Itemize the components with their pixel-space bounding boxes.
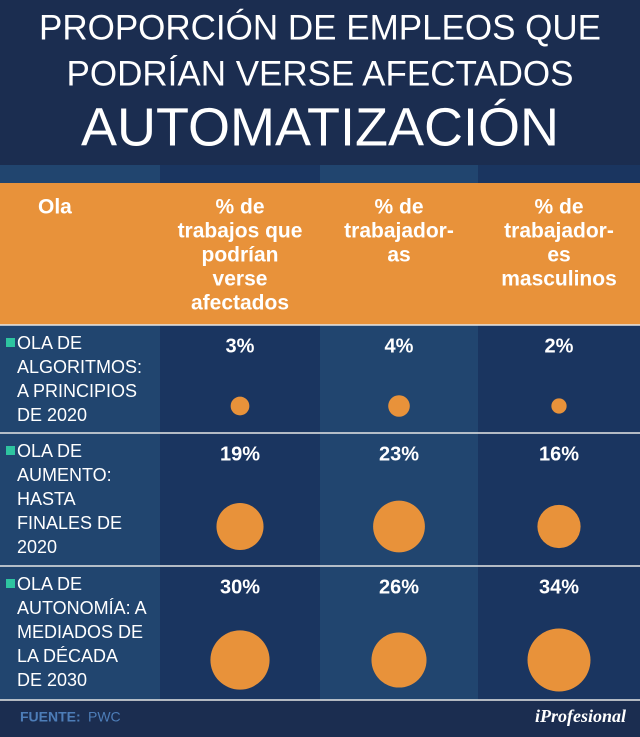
column-header: as bbox=[387, 244, 410, 267]
column-header: afectados bbox=[191, 292, 289, 315]
column-header: trabajador- bbox=[504, 220, 614, 243]
column-header: % de bbox=[215, 196, 264, 219]
column-header: masculinos bbox=[501, 268, 617, 291]
column-header: trabajador- bbox=[344, 220, 454, 243]
source-label: FUENTE: bbox=[20, 709, 81, 725]
row-label: A PRINCIPIOS bbox=[17, 381, 137, 401]
value-label: 23% bbox=[379, 443, 419, 465]
bullet bbox=[6, 338, 15, 347]
row-label: AUMENTO: bbox=[17, 465, 112, 485]
value-label: 19% bbox=[220, 443, 260, 465]
row-label: HASTA bbox=[17, 489, 76, 509]
title-line: PROPORCIÓN DE EMPLEOS QUE bbox=[39, 8, 601, 47]
title-line: PODRÍAN VERSE AFECTADOS bbox=[67, 54, 574, 93]
value-label: 3% bbox=[226, 335, 255, 357]
column-header: trabajos que bbox=[178, 220, 303, 243]
bullet bbox=[6, 579, 15, 588]
column-header: podrían bbox=[202, 244, 279, 267]
row-label: OLA DE bbox=[17, 574, 82, 594]
row-label: ALGORITMOS: bbox=[17, 357, 142, 377]
value-label: 34% bbox=[539, 576, 579, 598]
value-label: 26% bbox=[379, 576, 419, 598]
source: PWC bbox=[88, 709, 121, 725]
row-label: DE 2020 bbox=[17, 405, 87, 425]
value-label: 4% bbox=[385, 335, 414, 357]
value-circle bbox=[371, 632, 427, 688]
bullet bbox=[6, 446, 15, 455]
title-main: AUTOMATIZACIÓN bbox=[81, 97, 559, 157]
row-label: LA DÉCADA bbox=[17, 646, 118, 666]
row-label: FINALES DE bbox=[17, 513, 122, 533]
value-circle bbox=[388, 395, 410, 417]
column-header: Ola bbox=[38, 196, 72, 219]
column-header: % de bbox=[374, 196, 423, 219]
row-label: AUTONOMÍA: A bbox=[17, 598, 147, 618]
column-header: es bbox=[547, 244, 570, 267]
value-label: 2% bbox=[545, 335, 574, 357]
row-label: 2020 bbox=[17, 537, 57, 557]
value-circle bbox=[551, 398, 567, 414]
row-label: OLA DE bbox=[17, 333, 82, 353]
value-circle bbox=[537, 504, 581, 549]
value-circle bbox=[210, 630, 270, 690]
brand: iProfesional bbox=[535, 706, 626, 726]
column-header: verse bbox=[213, 268, 268, 291]
row-label: OLA DE bbox=[17, 441, 82, 461]
value-circle bbox=[527, 628, 591, 692]
header-row bbox=[0, 183, 640, 325]
column-header: % de bbox=[534, 196, 583, 219]
value-circle bbox=[216, 502, 264, 551]
value-circle bbox=[373, 500, 425, 553]
value-label: 16% bbox=[539, 443, 579, 465]
value-label: 30% bbox=[220, 576, 260, 598]
row-label: DE 2030 bbox=[17, 670, 87, 690]
value-circle bbox=[230, 396, 250, 416]
row-label: MEDIADOS DE bbox=[17, 622, 143, 642]
